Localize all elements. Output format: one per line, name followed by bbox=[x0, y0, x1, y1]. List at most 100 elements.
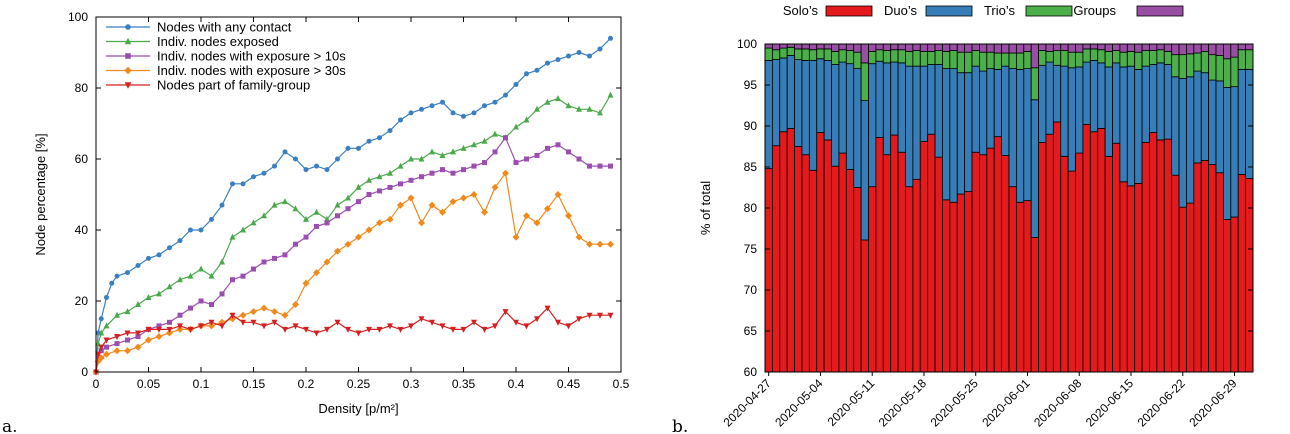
chart-a-data-point bbox=[471, 319, 477, 326]
chart-a-series bbox=[93, 91, 614, 375]
chart-b-bar-segment bbox=[816, 132, 825, 373]
chart-b-bar-segment bbox=[875, 60, 884, 138]
chart-b-bar-segment bbox=[897, 151, 906, 373]
chart-a-data-point bbox=[481, 208, 488, 216]
chart-a-data-point bbox=[408, 177, 414, 183]
chart-a-data-point bbox=[187, 272, 194, 279]
chart-b-bar-segment bbox=[919, 141, 929, 373]
chart-a-data-point bbox=[335, 213, 340, 219]
chart-b-bar-segment bbox=[1097, 62, 1106, 129]
chart-b-bar-segment bbox=[794, 43, 803, 50]
chart-a-data-point bbox=[597, 109, 603, 116]
chart-b-x-tick-label: 2020-05-04 bbox=[772, 376, 826, 430]
chart-a-data-point bbox=[124, 347, 131, 355]
chart-b-bar-segment bbox=[1215, 55, 1224, 82]
chart-b-bar-segment bbox=[934, 156, 943, 373]
chart-a-data-point bbox=[492, 130, 498, 137]
chart-a-data-point bbox=[555, 319, 561, 326]
chart-b-x-tick-label: 2020-05-11 bbox=[825, 376, 878, 429]
chart-a-data-point bbox=[607, 312, 614, 319]
chart-b-bar-segment bbox=[1237, 69, 1246, 175]
chart-b-bar-segment bbox=[860, 239, 869, 373]
chart-a-series-line bbox=[95, 307, 611, 373]
chart-a-data-point bbox=[240, 319, 246, 326]
chart-a-data-point bbox=[586, 240, 593, 248]
chart-a-data-point bbox=[492, 99, 498, 105]
chart-a-data-point bbox=[124, 330, 131, 337]
chart-b-y-tick-label: 60 bbox=[744, 365, 758, 379]
chart-a-data-point bbox=[607, 91, 614, 98]
chart-a-data-point bbox=[240, 226, 246, 233]
chart-a-data-point bbox=[303, 215, 309, 222]
chart-b-bar-segment bbox=[1112, 62, 1121, 144]
chart-b-bar-segment bbox=[949, 50, 958, 70]
chart-a-data-point bbox=[146, 255, 151, 261]
chart-b-bar-segment bbox=[868, 186, 877, 373]
chart-b-bar-segment bbox=[1149, 43, 1158, 51]
chart-a-data-point bbox=[482, 103, 487, 109]
chart-b-bar-segment bbox=[890, 61, 899, 136]
chart-b-bar-segment bbox=[823, 48, 832, 61]
chart-b-bar-segment bbox=[771, 49, 781, 60]
panel-label-a: a. bbox=[2, 417, 18, 434]
chart-b-bar-segment bbox=[919, 43, 929, 52]
chart-a-data-point bbox=[460, 326, 467, 333]
chart-a-data-point bbox=[250, 219, 257, 226]
chart-a-data-point bbox=[282, 252, 288, 258]
chart-b-bar-segment bbox=[794, 48, 803, 60]
chart-b-bar-segment bbox=[1060, 50, 1069, 67]
chart-a-data-point bbox=[398, 117, 403, 123]
chart-b-bar-segment bbox=[764, 60, 773, 170]
chart-a-data-point bbox=[534, 316, 540, 323]
chart-a-data-point bbox=[103, 337, 110, 344]
chart-a-data-point bbox=[566, 149, 571, 155]
chart-b-legend-swatch bbox=[925, 5, 973, 17]
chart-b-bar-segment bbox=[1230, 43, 1239, 58]
chart-a-data-point bbox=[491, 183, 499, 191]
chart-b-bar-segment bbox=[1045, 43, 1054, 52]
chart-a-data-point bbox=[544, 98, 551, 105]
chart-b-legend-swatch bbox=[1136, 5, 1184, 17]
chart-b-bar-segment bbox=[1060, 65, 1069, 157]
chart-b-bar-segment bbox=[971, 65, 980, 153]
chart-a-data-point bbox=[97, 354, 105, 362]
chart-a-data-point bbox=[103, 322, 110, 329]
chart-b-bar-segment bbox=[1178, 78, 1187, 208]
chart-a-data-point bbox=[324, 215, 330, 222]
chart-a-data-point bbox=[471, 163, 477, 169]
chart-a-data-point bbox=[449, 198, 457, 206]
chart-a-data-point bbox=[513, 81, 519, 87]
chart-a-data-point bbox=[377, 188, 382, 194]
chart-a-data-point bbox=[524, 156, 529, 162]
chart-b-bar-segment bbox=[1001, 52, 1010, 67]
chart-b-bar-segment bbox=[816, 43, 825, 50]
chart-b-bar-segment bbox=[1200, 160, 1210, 373]
chart-a-data-point bbox=[429, 148, 435, 155]
chart-b-bar-segment bbox=[1052, 43, 1062, 51]
chart-a-data-point bbox=[282, 149, 288, 155]
chart-a-data-point bbox=[492, 323, 498, 330]
chart-b-bar-segment bbox=[771, 59, 781, 147]
chart-b-bar-segment bbox=[1163, 138, 1173, 373]
chart-b-bar-segment bbox=[993, 69, 1003, 138]
chart-a-data-point bbox=[450, 148, 456, 155]
chart-a-data-point bbox=[387, 169, 393, 176]
chart-b-bar-segment bbox=[816, 58, 825, 133]
chart-a-data-point bbox=[523, 212, 530, 220]
chart-a-data-point bbox=[208, 272, 215, 279]
chart-b-bar-segment bbox=[1008, 52, 1017, 70]
chart-b-bar-segment bbox=[927, 43, 936, 52]
chart-a-data-point bbox=[576, 156, 582, 162]
chart-a-data-point bbox=[419, 106, 424, 112]
chart-b-bar-segment bbox=[1163, 64, 1173, 140]
chart-a-data-point bbox=[345, 145, 351, 151]
chart-a-data-point bbox=[219, 258, 225, 265]
chart-a-data-point bbox=[345, 206, 351, 212]
chart-a-data-point bbox=[98, 344, 105, 351]
chart-a-data-point bbox=[176, 325, 184, 333]
chart-a-data-point bbox=[166, 329, 173, 337]
chart-b-x-tick-label: 2020-06-01 bbox=[979, 376, 1033, 430]
chart-b-legend-swatch bbox=[1025, 5, 1073, 17]
chart-b-bar-segment bbox=[1060, 155, 1069, 373]
chart-a-data-point bbox=[555, 142, 561, 148]
